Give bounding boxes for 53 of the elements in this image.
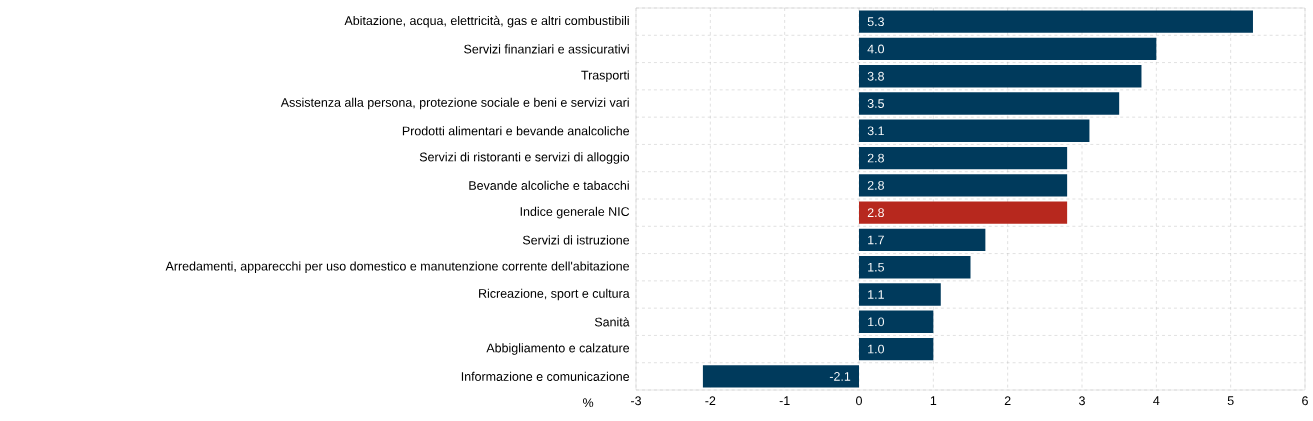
bar [702,365,859,388]
data-label: 1.5 [868,262,884,272]
x-tick-label: 4 [1153,396,1160,405]
y-tick-label: Abbigliamento e calzature [486,343,630,355]
y-tick-label: Servizi finanziari e assicurativi [464,44,629,54]
bar [859,337,934,361]
bar [859,228,986,252]
x-tick-label: 5 [1227,396,1234,406]
x-tick-label: -3 [631,396,641,406]
data-label: 3.1 [867,126,884,136]
data-label: 3.5 [867,99,884,108]
data-label: 1.7 [868,235,884,245]
bar [859,10,1253,33]
bar [859,201,1068,224]
bar [859,37,1157,61]
bar [859,283,941,306]
y-tick-label: Ricreazione, sport e cultura [479,288,630,301]
data-label: 1.0 [868,317,885,327]
data-label: 1.0 [868,344,885,354]
bar [859,92,1120,115]
data-label: 5.3 [867,17,884,27]
y-tick-label: Assistenza alla persona, protezione sociale e beni e servizi vari [280,97,629,110]
y-tick-label: Abitazione, acqua, elettricità, gas e altri combustibili [344,15,629,28]
y-tick-label: Servizi di ristoranti e servizi di alloggio [419,152,630,164]
y-tick-label: Servizi di istruzione [522,235,630,245]
x-axis-title: % [583,398,594,408]
data-label: -2.1 [829,372,851,381]
data-label: 3.8 [867,71,884,81]
x-tick-label: 0 [856,396,862,406]
data-label: 2.8 [867,208,884,218]
bar [859,310,934,333]
bar [859,146,1068,170]
bar [859,65,1142,88]
bar [859,174,1068,197]
y-tick-label: Bevande alcoliche e tabacchi [469,180,629,190]
x-tick-label: -2 [705,396,716,406]
x-tick-label: 6 [1302,396,1308,406]
y-tick-label: Sanità [594,317,630,327]
data-label: 1.1 [868,290,884,299]
y-tick-label: Informazione e comunicazione [461,371,630,381]
data-label: 2.8 [867,153,884,163]
y-tick-label: Indice generale NIC [520,206,630,219]
x-tick-label: 1 [930,396,937,405]
x-tick-label: 2 [1004,396,1011,406]
y-tick-label: Arredamenti, apparecchi per uso domestico e manutenzione corrente dell'abitazione [165,261,630,274]
y-tick-label: Trasporti [581,70,629,83]
data-label: 4.0 [867,44,885,54]
x-tick-label: -1 [779,396,790,405]
bar [859,119,1090,142]
data-label: 2.8 [867,180,884,190]
y-tick-label: Prodotti alimentari e bevande analcoliche [402,126,630,136]
bar [859,256,971,279]
x-tick-label: 3 [1079,396,1085,406]
